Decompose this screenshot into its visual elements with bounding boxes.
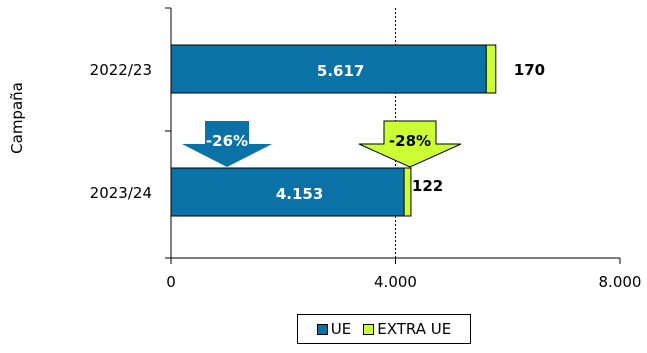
x-tick-label-0: 0 (166, 273, 176, 291)
change-label-ue: -26% (206, 132, 248, 150)
legend-swatch-ue (316, 323, 328, 335)
x-ticks (170, 258, 621, 264)
bar-extra-ue-2022-23 (485, 44, 497, 94)
change-arrow-ue (182, 121, 272, 167)
legend-label-ue: UE (330, 320, 352, 338)
y-ticks (165, 7, 171, 259)
x-tick-label-4000: 4.000 (374, 273, 417, 291)
legend: UE EXTRA UE (297, 314, 471, 344)
legend-label-extra-ue: EXTRA UE (377, 320, 452, 338)
data-label-ue-2023-24: 4.153 (276, 185, 323, 203)
data-label-ue-2022-23: 5.617 (317, 62, 364, 80)
data-label-extra-ue-2022-23: 170 (514, 61, 545, 79)
change-label-extra-ue: -28% (389, 132, 431, 150)
legend-item-extra-ue: EXTRA UE (363, 320, 451, 338)
change-arrow-extra-ue (358, 120, 462, 168)
bar-extra-ue-2023-24 (403, 167, 412, 217)
data-label-extra-ue-2023-24: 122 (412, 177, 443, 195)
legend-swatch-extra-ue (363, 323, 375, 335)
y-axis-title: Campaña (8, 82, 26, 154)
legend-item-ue: UE (316, 320, 352, 338)
category-label-2022-23: 2022/23 (90, 61, 152, 79)
bar-ue-2023-24 (170, 167, 405, 217)
x-tick-label-8000: 8.000 (599, 273, 642, 291)
category-label-2023-24: 2023/24 (90, 184, 152, 202)
